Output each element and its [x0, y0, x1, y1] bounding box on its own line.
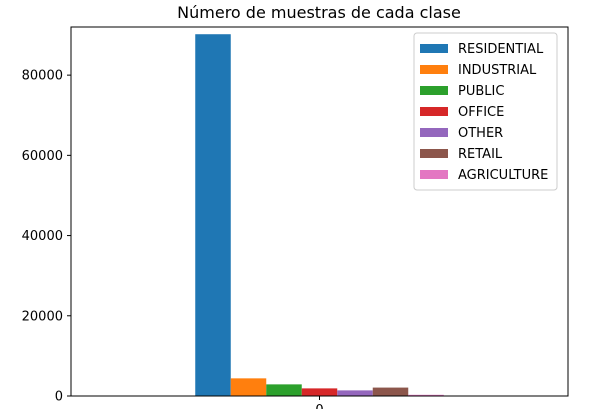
legend: RESIDENTIAL INDUSTRIAL PUBLIC OFFICE OTHER RE…: [413, 32, 558, 191]
legend-swatch-office: [420, 107, 448, 116]
bar-public: [266, 384, 302, 396]
bar-industrial: [230, 378, 267, 396]
bar-office: [301, 388, 338, 396]
legend-swatch-public: [420, 86, 448, 95]
bar-retail: [372, 387, 409, 396]
legend-label-public: PUBLIC: [458, 84, 504, 99]
legend-label-other: OTHER: [458, 126, 503, 141]
bar-other: [337, 390, 373, 396]
legend-swatch-other: [420, 128, 448, 137]
legend-swatch-residential: [420, 44, 448, 53]
y-tick-label: 60000: [22, 149, 63, 164]
bars-layer: [195, 34, 444, 396]
axes-layer: 0 20000 40000 60000 80000 0: [22, 26, 569, 409]
legend-frame: [413, 32, 558, 191]
y-tick-label: 20000: [22, 309, 63, 324]
bar-residential: [195, 34, 231, 396]
legend-swatch-industrial: [420, 65, 448, 74]
y-tick-label: 80000: [22, 69, 63, 84]
legend-swatch-retail: [420, 149, 448, 158]
bar-agriculture: [408, 394, 444, 396]
chart-title: Número de muestras de cada clase: [177, 3, 461, 22]
legend-label-residential: RESIDENTIAL: [458, 42, 544, 57]
legend-label-office: OFFICE: [458, 105, 504, 120]
y-tick-label: 40000: [22, 229, 63, 244]
x-tick-label: 0: [315, 403, 323, 409]
legend-swatch-agriculture: [420, 170, 448, 179]
legend-label-agriculture: AGRICULTURE: [458, 168, 548, 183]
legend-label-retail: RETAIL: [458, 147, 503, 162]
legend-label-industrial: INDUSTRIAL: [458, 63, 537, 78]
y-tick-label: 0: [55, 390, 63, 405]
